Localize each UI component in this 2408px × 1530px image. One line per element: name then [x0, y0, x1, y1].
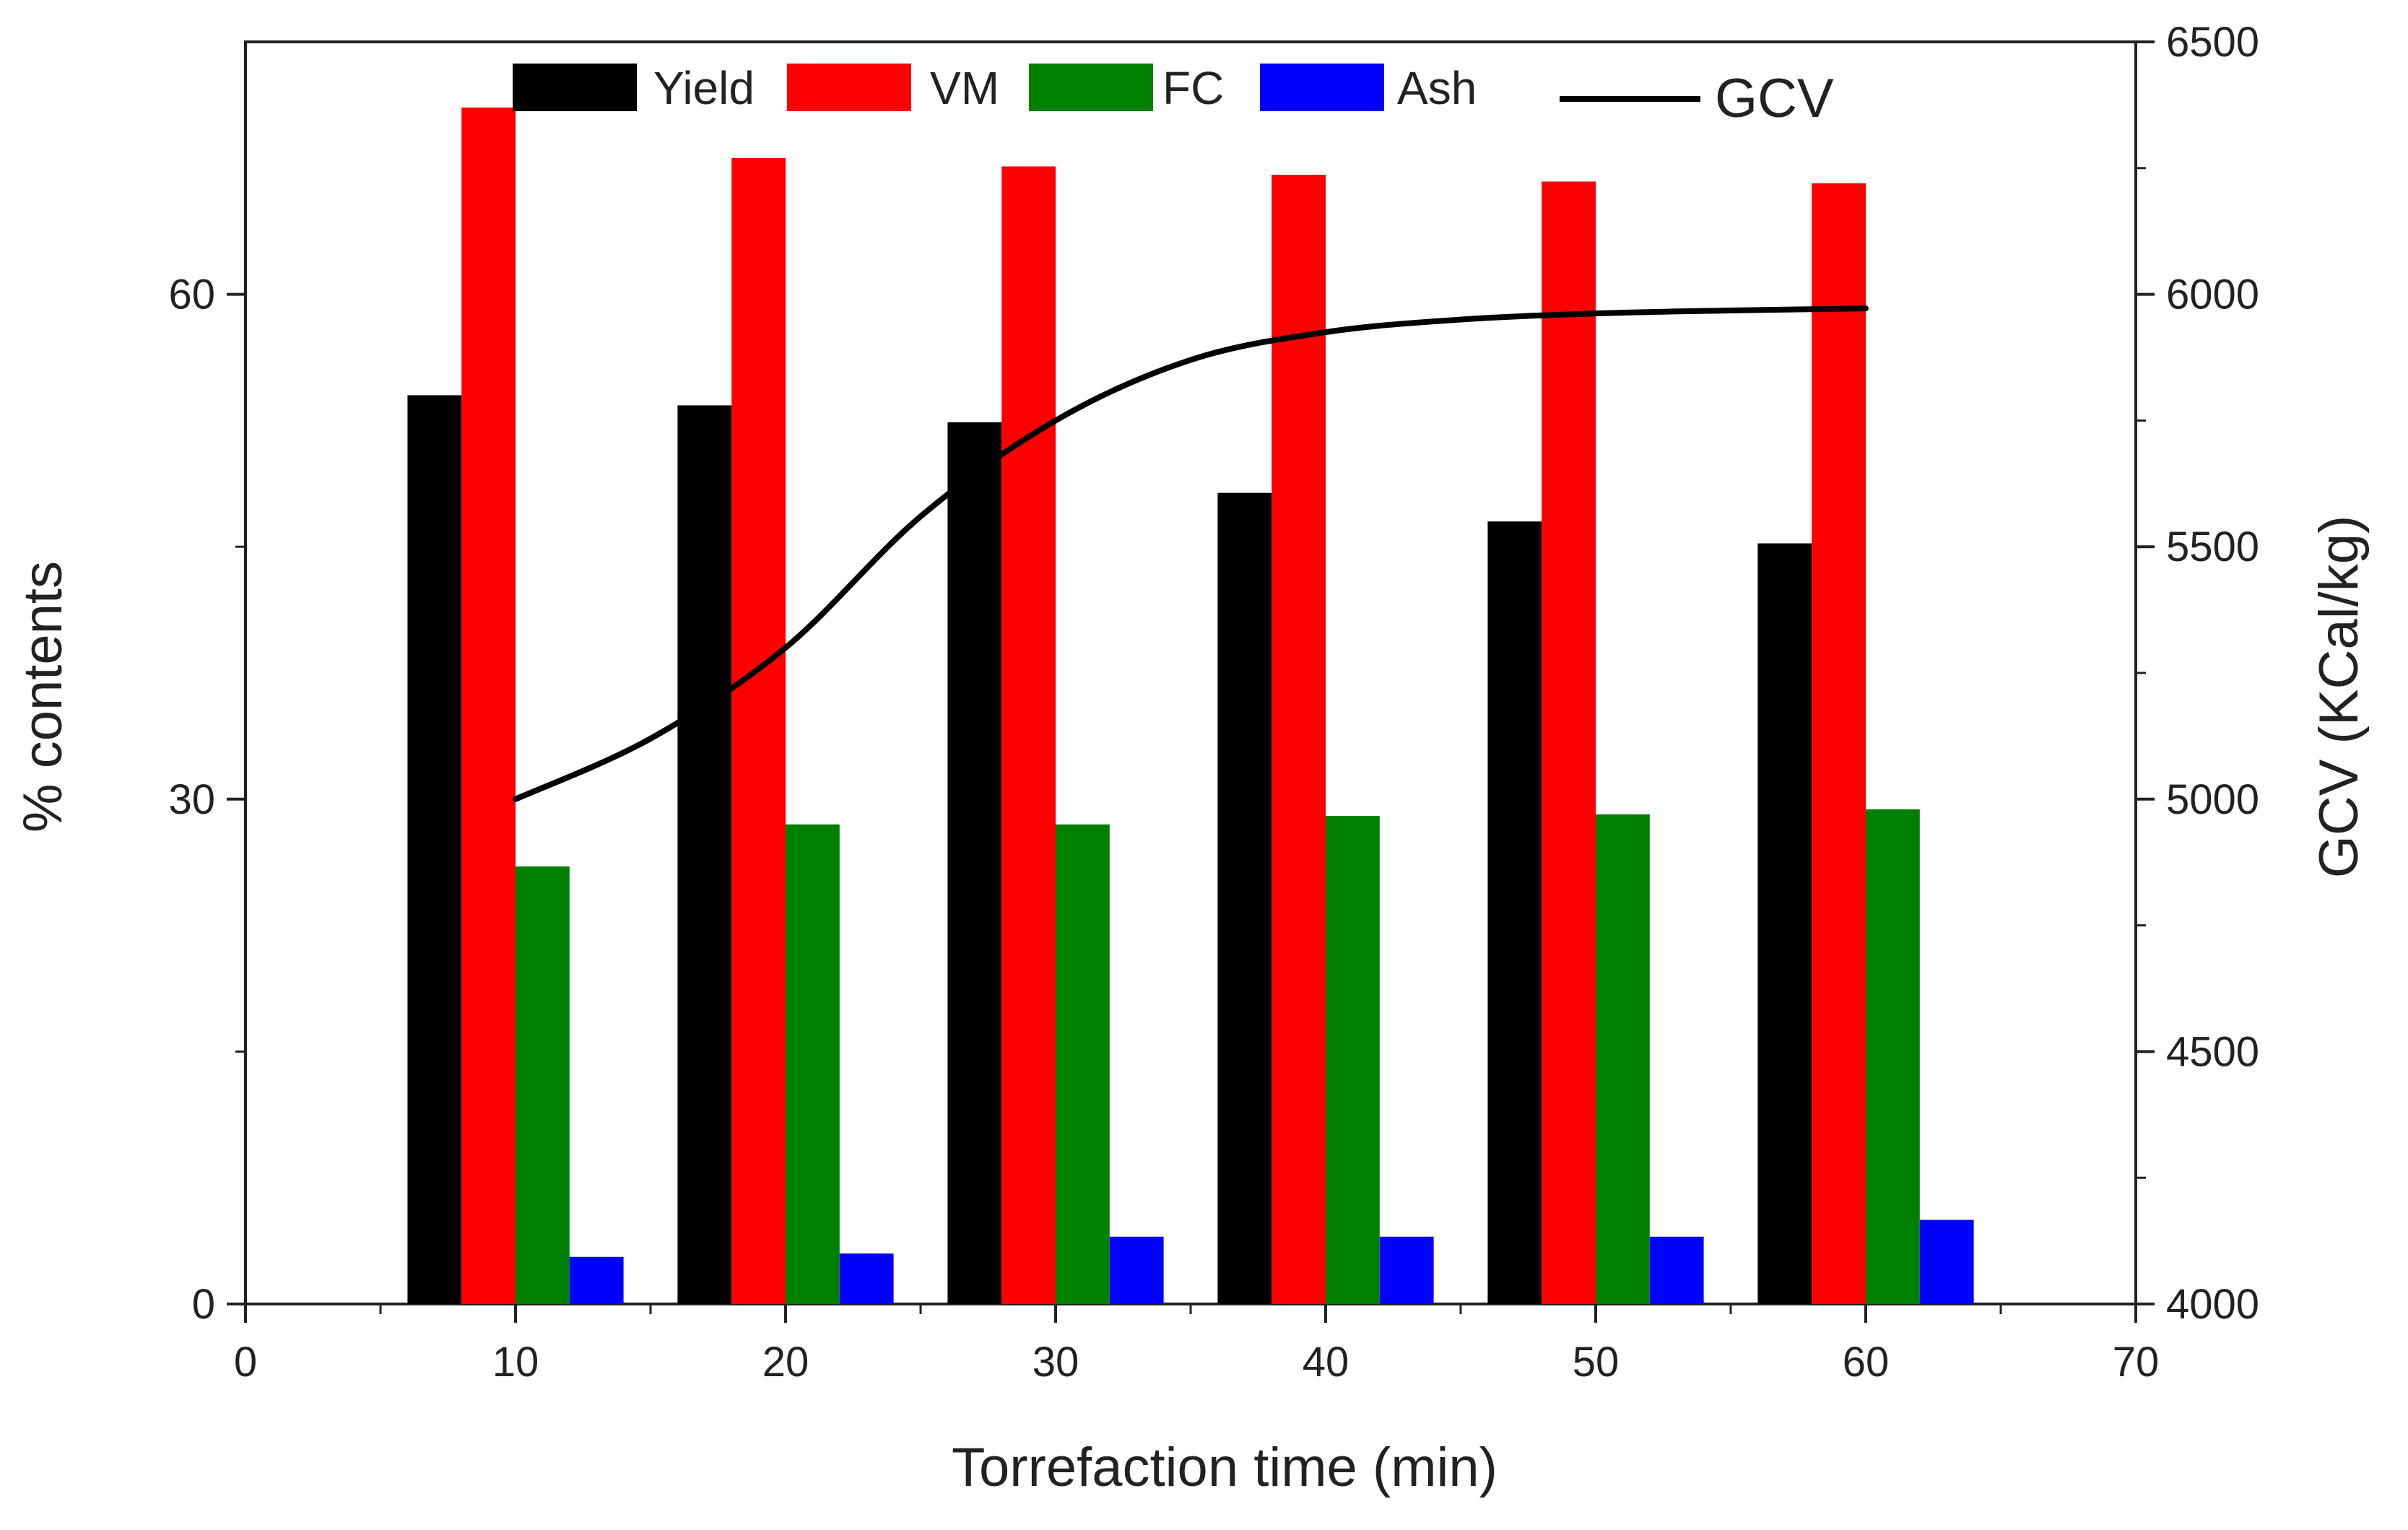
bar-vm-10 [461, 107, 516, 1304]
bar-group [407, 107, 1974, 1305]
y-tick-label-0: 0 [192, 1281, 215, 1328]
y2-tick-label-5000: 5000 [2166, 776, 2259, 823]
bar-fc-20 [786, 824, 840, 1304]
bar-fc-60 [1866, 809, 1920, 1304]
legend-label-fc: FC [1162, 62, 1224, 114]
bar-vm-30 [1001, 166, 1056, 1304]
bar-ash-10 [569, 1256, 624, 1304]
bar-fc-10 [516, 866, 570, 1304]
bar-yield-60 [1757, 543, 1812, 1304]
y2-tick-label-5500: 5500 [2166, 523, 2259, 570]
legend-swatch-yield [513, 64, 637, 111]
legend-label-ash: Ash [1397, 62, 1477, 114]
x-tick-label-10: 10 [492, 1339, 539, 1386]
bar-fc-40 [1326, 816, 1380, 1304]
y2-tick-label-6000: 6000 [2166, 271, 2259, 318]
legend-label-vm: VM [930, 62, 999, 114]
x-tick-label-70: 70 [2113, 1339, 2160, 1386]
legend-label-gcv: GCV [1715, 68, 1834, 129]
bar-fc-50 [1596, 814, 1650, 1304]
x-tick-label-50: 50 [1573, 1339, 1620, 1386]
legend-swatch-fc [1029, 64, 1153, 111]
bar-ash-50 [1649, 1236, 1704, 1304]
legend-label-yield: Yield [653, 62, 755, 114]
bar-yield-20 [677, 405, 732, 1304]
y-tick-label-60: 60 [168, 271, 215, 318]
x-tick-label-30: 30 [1033, 1339, 1079, 1386]
tick-group: 0 10 20 30 40 50 60 70 0 30 60 4000 4500 5000 5500 6000… [168, 19, 2259, 1386]
bar-vm-50 [1542, 181, 1596, 1305]
x-axis-title: Torrefaction time (min) [952, 1437, 1498, 1498]
x-tick-label-40: 40 [1303, 1339, 1349, 1386]
y2-tick-label-6500: 6500 [2166, 19, 2259, 66]
bar-vm-40 [1272, 175, 1326, 1304]
gcv-line [513, 305, 1869, 802]
bar-ash-40 [1379, 1236, 1434, 1304]
bar-ash-60 [1919, 1220, 1974, 1304]
bar-yield-50 [1487, 521, 1542, 1304]
bar-yield-10 [407, 395, 462, 1305]
bar-vm-60 [1812, 183, 1866, 1304]
y-axis-title: % contents [12, 561, 74, 833]
bar-ash-20 [839, 1253, 894, 1304]
bar-vm-20 [731, 157, 786, 1304]
bar-ash-30 [1109, 1236, 1164, 1304]
y-tick-label-30: 30 [168, 776, 215, 823]
y2-axis-title: GCV (KCal/kg) [2308, 516, 2370, 879]
x-tick-label-20: 20 [762, 1339, 809, 1386]
bar-yield-30 [947, 422, 1002, 1304]
legend-swatch-ash [1260, 64, 1384, 111]
bar-yield-40 [1217, 492, 1272, 1304]
y2-tick-label-4500: 4500 [2166, 1028, 2259, 1075]
x-tick-label-60: 60 [1843, 1339, 1890, 1386]
y2-tick-label-4000: 4000 [2166, 1281, 2259, 1328]
legend: Yield VM FC Ash GCV [513, 62, 1834, 129]
gcv-line-group [513, 305, 1869, 802]
x-tick-label-0: 0 [234, 1339, 257, 1386]
legend-swatch-vm [787, 64, 911, 111]
bar-fc-30 [1056, 824, 1110, 1304]
